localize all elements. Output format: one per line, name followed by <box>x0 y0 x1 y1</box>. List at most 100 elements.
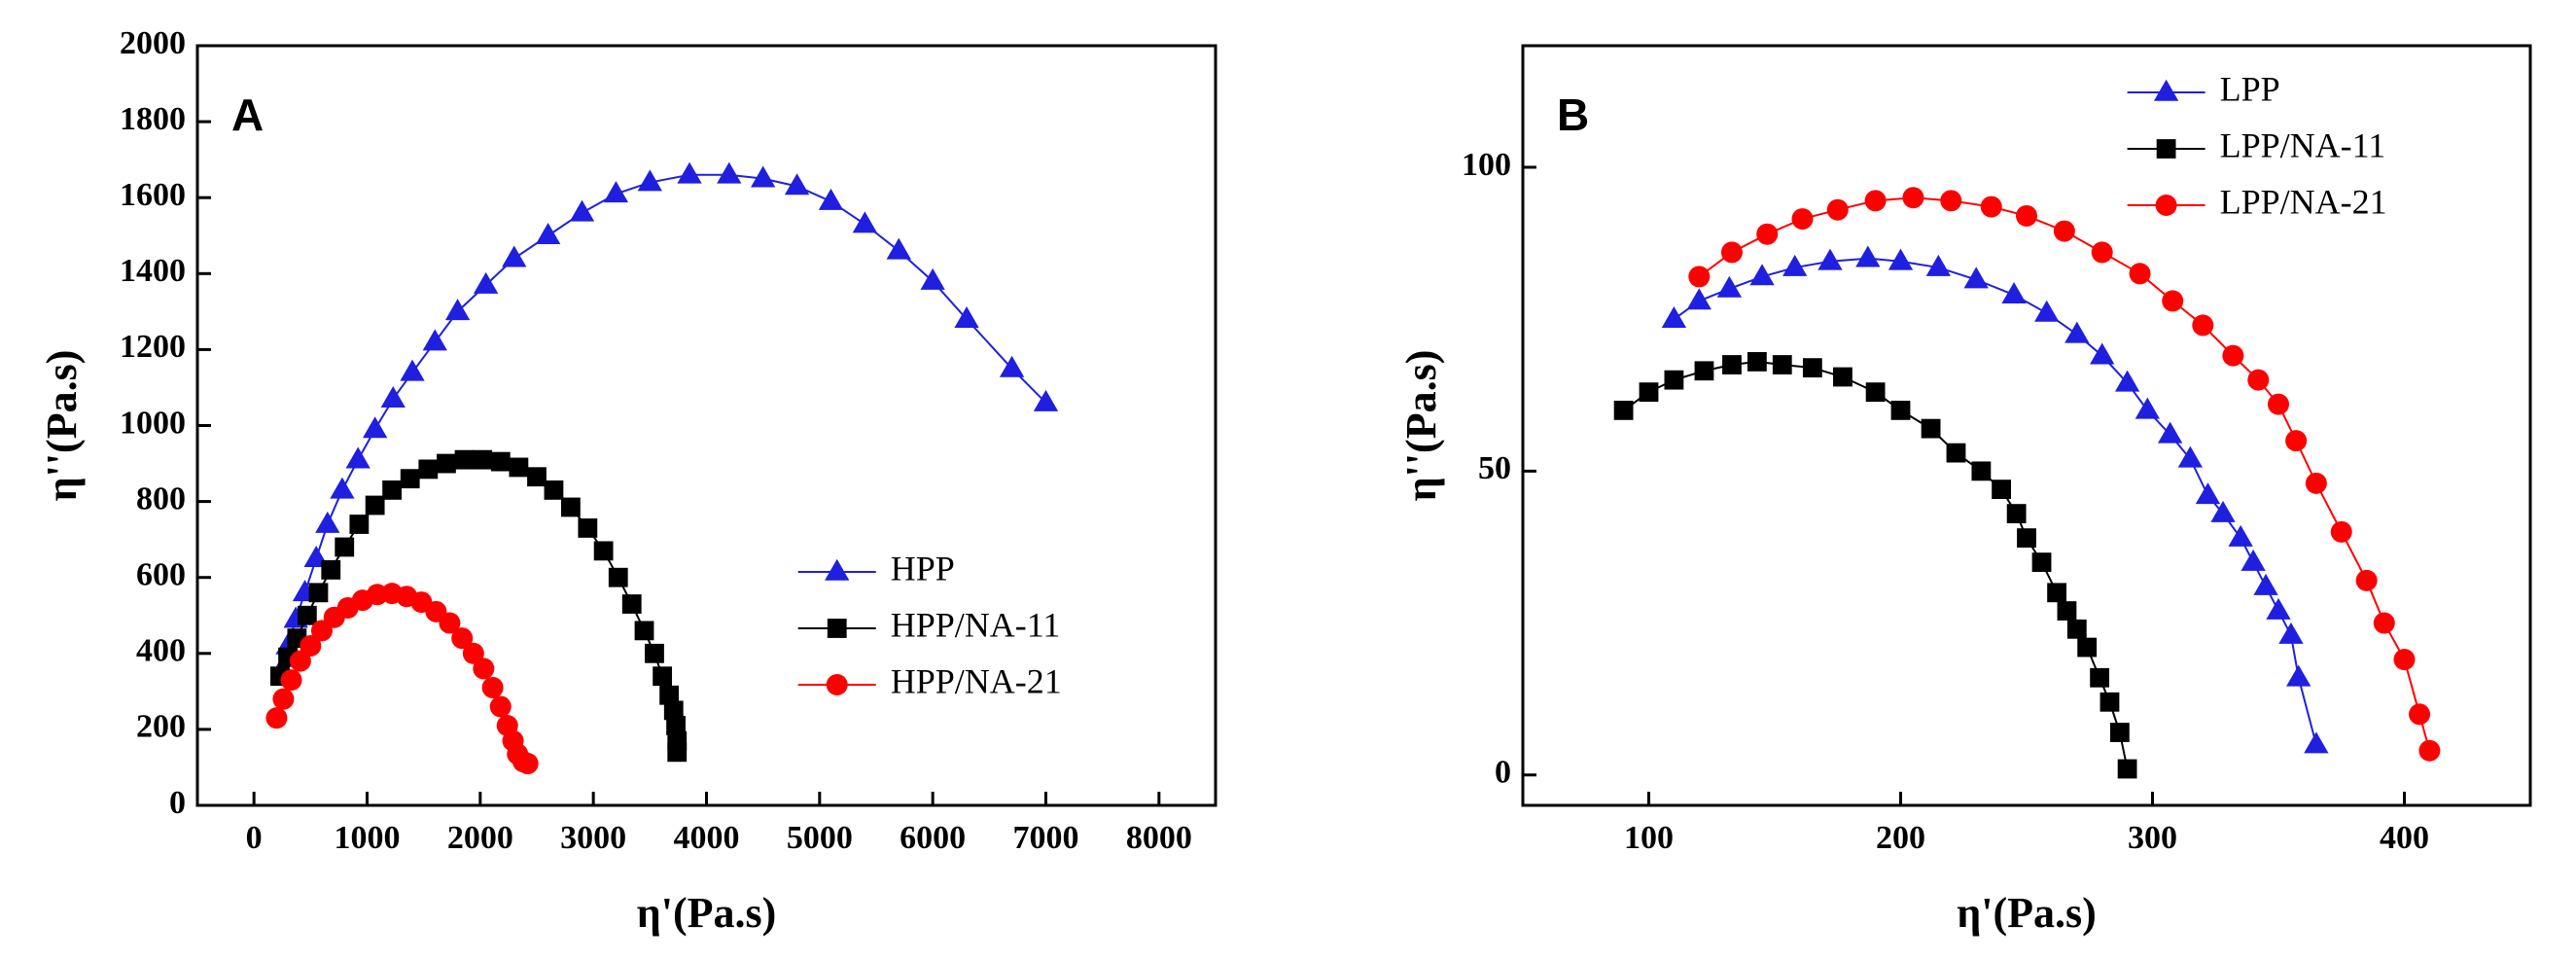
marker <box>603 181 629 203</box>
marker <box>818 188 844 210</box>
marker <box>362 416 388 439</box>
marker <box>1864 190 1887 212</box>
marker <box>999 355 1025 377</box>
y-tick-label: 1200 <box>120 329 186 365</box>
marker <box>2114 370 2140 392</box>
legend-label: HPP/NA-11 <box>891 605 1061 644</box>
marker <box>382 480 402 500</box>
marker <box>653 666 673 687</box>
marker <box>2090 667 2110 688</box>
marker <box>1664 370 1684 390</box>
marker <box>1694 361 1714 381</box>
marker <box>1639 382 1659 403</box>
marker <box>300 634 322 657</box>
marker <box>535 223 561 245</box>
marker <box>1902 187 1924 209</box>
marker <box>2393 649 2416 671</box>
marker <box>2157 421 2183 444</box>
marker <box>2109 723 2130 742</box>
marker <box>1865 382 1886 403</box>
marker <box>1661 305 1687 328</box>
x-tick-label: 400 <box>2380 820 2429 856</box>
marker <box>2053 220 2075 242</box>
marker <box>2034 300 2060 322</box>
marker <box>1722 355 1742 374</box>
marker <box>667 742 688 763</box>
y-tick-label: 2000 <box>120 25 186 61</box>
marker <box>2066 619 2087 639</box>
marker <box>1826 198 1849 221</box>
x-tick-label: 1000 <box>335 820 401 856</box>
marker <box>2001 281 2027 303</box>
marker <box>578 518 598 538</box>
marker <box>272 688 295 710</box>
legend-marker <box>826 674 848 695</box>
marker <box>297 605 317 625</box>
marker <box>544 480 564 500</box>
y-tick-label: 100 <box>1462 147 1511 183</box>
x-tick-label: 100 <box>1624 820 1674 856</box>
marker <box>2253 573 2278 595</box>
marker <box>717 161 742 184</box>
marker <box>489 695 512 718</box>
panel-label: B <box>1557 89 1589 140</box>
marker <box>473 449 493 470</box>
marker <box>516 753 539 775</box>
marker <box>1888 248 1914 270</box>
marker <box>1971 461 1992 481</box>
marker <box>1716 275 1743 298</box>
y-tick-label: 50 <box>1478 450 1511 486</box>
marker <box>1946 443 1966 463</box>
legend-marker <box>2156 139 2176 159</box>
marker <box>1921 418 1941 439</box>
y-tick-label: 200 <box>136 709 186 745</box>
marker <box>2017 528 2036 548</box>
x-axis-label: η'(Pa.s) <box>1957 889 2097 937</box>
x-tick-label: 200 <box>1876 820 1925 856</box>
x-tick-label: 300 <box>2128 820 2177 856</box>
marker <box>886 237 911 260</box>
marker <box>2268 393 2289 415</box>
y-tick-label: 1400 <box>120 253 186 289</box>
marker <box>2129 263 2151 285</box>
y-tick-label: 600 <box>136 556 186 592</box>
marker <box>1772 355 1792 374</box>
marker <box>2373 612 2395 634</box>
marker <box>1980 196 2002 218</box>
marker <box>289 650 311 672</box>
marker <box>2057 601 2077 621</box>
marker <box>645 643 664 663</box>
marker <box>509 457 529 478</box>
marker <box>1756 223 1779 245</box>
y-tick-label: 1800 <box>120 101 186 137</box>
legend-label: LPP/NA-21 <box>2220 182 2387 221</box>
marker <box>666 716 686 735</box>
marker <box>1992 480 2011 500</box>
marker <box>1747 351 1767 372</box>
marker <box>663 700 684 721</box>
marker <box>502 245 527 267</box>
marker <box>365 495 385 516</box>
marker <box>1686 288 1711 310</box>
marker <box>2100 692 2120 712</box>
marker <box>1963 267 1989 289</box>
marker <box>1940 190 1962 212</box>
marker <box>2090 342 2115 365</box>
marker <box>2210 500 2236 522</box>
marker <box>2228 524 2253 547</box>
x-tick-label: 7000 <box>1013 820 1079 856</box>
y-tick-label: 800 <box>136 480 186 516</box>
marker <box>330 477 355 499</box>
marker <box>2285 430 2308 452</box>
marker <box>593 541 614 561</box>
marker <box>677 161 702 184</box>
marker <box>2355 569 2378 591</box>
marker <box>308 583 329 603</box>
marker <box>400 469 420 489</box>
marker <box>2006 504 2027 523</box>
marker <box>490 451 511 472</box>
x-axis-label: η'(Pa.s) <box>637 889 777 937</box>
marker <box>1925 254 1951 276</box>
marker <box>1833 367 1853 387</box>
x-tick-label: 3000 <box>560 820 626 856</box>
